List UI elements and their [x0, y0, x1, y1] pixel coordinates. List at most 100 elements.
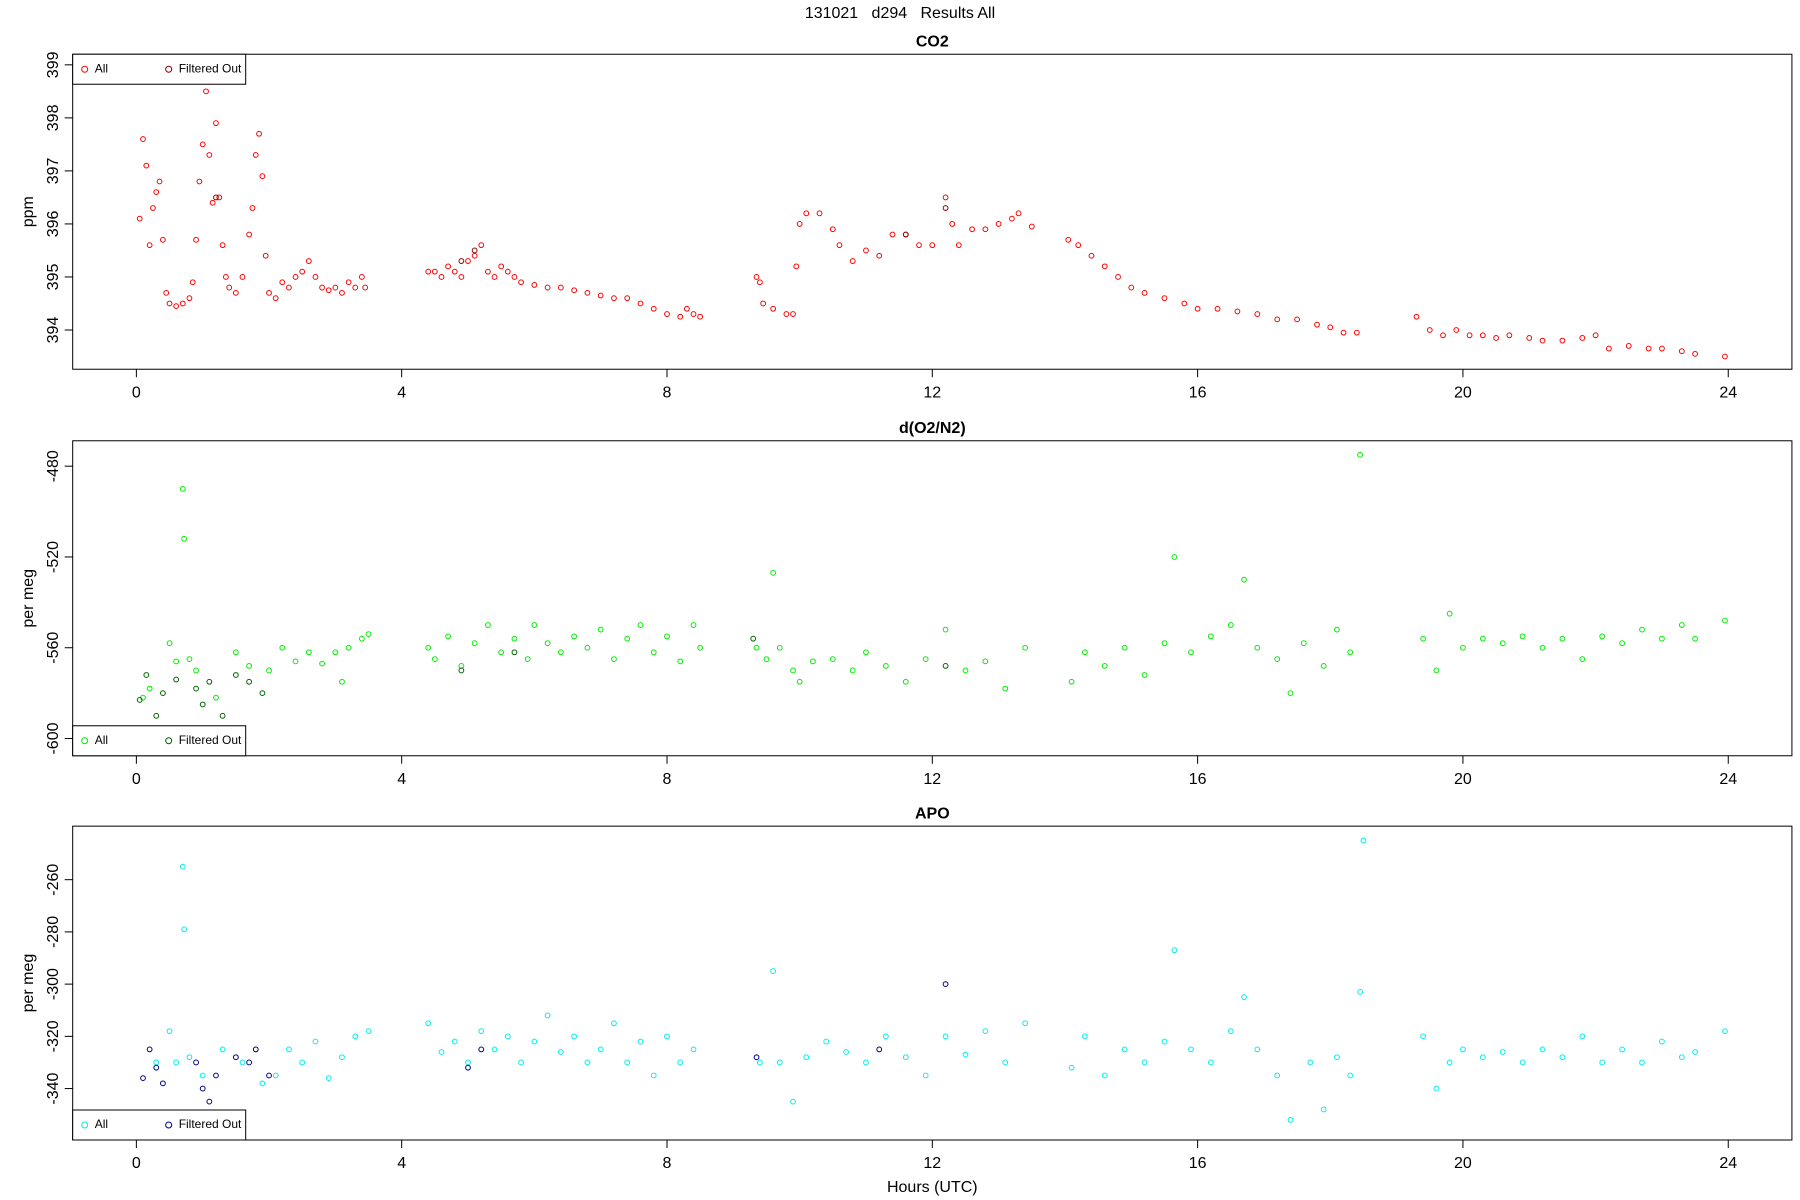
data-point	[1171, 554, 1178, 560]
data-point	[511, 635, 518, 642]
data-point	[438, 274, 445, 280]
x-tick-label: 20	[1454, 384, 1472, 401]
x-tick-label: 20	[1454, 1155, 1472, 1172]
data-point	[796, 678, 803, 685]
x-tick-label: 8	[663, 384, 672, 401]
data-point	[252, 152, 259, 158]
data-point	[1692, 1049, 1698, 1055]
data-point	[849, 258, 856, 264]
data-point	[1433, 1085, 1440, 1092]
y-tick-label: 398	[45, 104, 62, 131]
data-point	[199, 1072, 206, 1079]
data-point	[1499, 640, 1506, 647]
data-point	[166, 300, 173, 307]
data-point	[836, 242, 843, 249]
data-point	[438, 1049, 445, 1055]
data-point	[531, 622, 538, 628]
data-point	[756, 1059, 763, 1066]
data-point	[150, 205, 156, 211]
data-point	[266, 1072, 272, 1079]
data-point	[1519, 633, 1526, 640]
data-point	[584, 644, 591, 651]
y-tick-label: 396	[45, 210, 62, 237]
main-title: 131021 d294 Results All	[805, 5, 995, 22]
data-point	[478, 1046, 485, 1053]
data-point	[471, 247, 478, 254]
data-point	[982, 226, 989, 233]
plot-frame	[72, 440, 1793, 757]
data-point	[1678, 348, 1685, 355]
data-point	[358, 635, 365, 642]
data-point	[193, 1059, 199, 1066]
data-point	[1619, 640, 1626, 647]
data-point	[1592, 332, 1599, 339]
data-point	[1605, 345, 1612, 352]
data-point	[1357, 989, 1364, 995]
data-point	[1479, 1054, 1486, 1061]
data-point	[299, 268, 306, 275]
legend-label: All	[95, 733, 108, 747]
data-point	[156, 178, 163, 185]
data-point	[796, 221, 803, 227]
data-point	[962, 667, 969, 674]
data-point	[882, 1033, 889, 1040]
data-point	[319, 284, 325, 291]
data-point	[1294, 316, 1301, 323]
data-point	[1433, 667, 1440, 674]
data-point	[922, 656, 929, 662]
data-point	[1334, 1054, 1340, 1061]
data-point	[232, 649, 239, 656]
data-point	[213, 194, 219, 201]
y-tick-label: 394	[45, 317, 62, 344]
data-point	[339, 1054, 345, 1061]
data-point	[637, 1038, 644, 1045]
data-point	[181, 926, 188, 933]
data-point	[199, 701, 206, 708]
legend-label: Filtered Out	[179, 1117, 242, 1131]
data-point	[425, 268, 432, 275]
data-point	[1101, 263, 1108, 270]
data-point	[624, 635, 631, 642]
legend-marker	[81, 65, 89, 73]
data-point	[266, 667, 272, 674]
data-point	[1347, 1072, 1354, 1079]
x-tick-label: 16	[1189, 384, 1207, 401]
data-point	[332, 649, 339, 656]
data-point	[803, 1054, 810, 1061]
data-point	[1254, 311, 1261, 317]
data-point	[823, 1038, 830, 1045]
x-tick-label: 16	[1189, 1155, 1207, 1172]
data-point	[249, 205, 256, 211]
data-point	[1722, 1028, 1728, 1035]
data-point	[199, 1085, 206, 1092]
data-point	[1639, 626, 1645, 633]
data-point	[1678, 622, 1685, 628]
data-point	[193, 685, 199, 692]
data-point	[504, 1033, 511, 1040]
data-point	[1181, 300, 1188, 307]
data-point	[1692, 635, 1698, 642]
data-point	[557, 1049, 564, 1055]
data-point	[1619, 1046, 1626, 1053]
data-point	[790, 667, 796, 674]
data-point	[1599, 633, 1606, 640]
data-point	[339, 289, 345, 296]
panel-title: d(O2/N2)	[899, 420, 966, 437]
data-point	[889, 231, 896, 238]
data-point	[259, 173, 266, 180]
data-point	[163, 289, 170, 296]
data-point	[1692, 350, 1698, 357]
data-point	[216, 194, 223, 201]
legend-marker	[165, 65, 173, 73]
data-point	[425, 1020, 432, 1027]
y-tick-label: -280	[45, 916, 62, 948]
data-point	[206, 678, 213, 685]
data-point	[1559, 1054, 1566, 1061]
data-point	[524, 656, 531, 662]
data-point	[206, 1098, 213, 1105]
data-point	[471, 640, 478, 647]
data-point	[1559, 635, 1566, 642]
data-point	[995, 221, 1002, 227]
data-point	[916, 242, 922, 249]
data-point	[465, 1064, 471, 1071]
